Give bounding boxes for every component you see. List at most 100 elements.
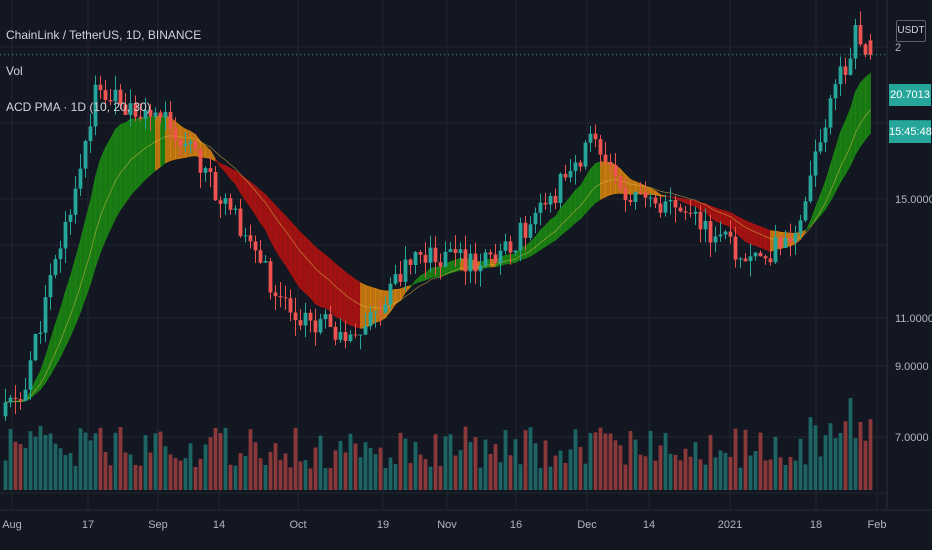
- volume-bar: [593, 432, 598, 490]
- candle-body: [688, 212, 693, 214]
- volume-bar: [503, 430, 508, 490]
- candle-body: [268, 261, 273, 293]
- volume-bar: [383, 467, 388, 490]
- candle-body: [743, 258, 748, 262]
- volume-bar: [388, 457, 393, 490]
- candle-body: [133, 103, 138, 117]
- volume-bar: [548, 466, 553, 490]
- volume-bar: [773, 436, 778, 490]
- candle-body: [443, 251, 448, 267]
- candle-body: [463, 249, 468, 272]
- candle-body: [223, 198, 228, 204]
- candle-body: [608, 161, 613, 166]
- candle-body: [473, 253, 478, 272]
- volume-bar: [93, 433, 98, 490]
- candle-body: [328, 314, 333, 327]
- volume-bar: [3, 460, 8, 490]
- band-segment: [305, 236, 311, 299]
- band-segment: [715, 207, 721, 224]
- volume-bar: [343, 452, 348, 490]
- volume-bar: [613, 440, 618, 490]
- volume-bar: [248, 429, 253, 490]
- candle-body: [753, 252, 758, 257]
- currency-button[interactable]: USDT: [896, 20, 926, 42]
- band-segment: [760, 226, 766, 250]
- candle-body: [173, 128, 178, 140]
- candle-body: [413, 252, 418, 265]
- candle-body: [343, 332, 348, 341]
- candle-body: [798, 220, 803, 234]
- volume-bar: [468, 442, 473, 490]
- volume-bar: [168, 454, 173, 490]
- volume-bar: [418, 454, 423, 490]
- symbol-legend[interactable]: ChainLink / TetherUS, 1D, BINANCE: [6, 28, 202, 42]
- band-segment: [595, 161, 601, 204]
- volume-bar: [703, 464, 708, 490]
- volume-bar: [538, 468, 543, 490]
- candle-body: [663, 201, 668, 213]
- band-segment: [740, 217, 746, 243]
- candle-body: [598, 139, 603, 155]
- x-tick-label: Oct: [289, 519, 306, 531]
- volume-bar: [793, 460, 798, 490]
- candle-body: [208, 168, 213, 172]
- volume-bar: [763, 460, 768, 490]
- candle-body: [568, 170, 573, 178]
- volume-bar: [723, 452, 728, 490]
- candle-body: [83, 141, 88, 169]
- candle-body: [818, 142, 823, 152]
- volume-bar: [118, 427, 123, 490]
- candle-body: [518, 222, 523, 251]
- volume-bar: [13, 441, 18, 490]
- candle-body: [678, 207, 683, 212]
- volume-bar: [353, 443, 358, 490]
- candle-body: [38, 332, 43, 335]
- volume-bar: [113, 432, 118, 490]
- volume-bar: [663, 433, 668, 490]
- volume-bar: [183, 458, 188, 490]
- candle-body: [763, 256, 768, 259]
- volume-bar: [813, 425, 818, 490]
- volume-bar: [488, 454, 493, 490]
- candle-body: [318, 319, 323, 333]
- volume-bar: [173, 457, 178, 490]
- volume-bar: [278, 459, 283, 490]
- candle-body: [363, 326, 368, 335]
- candle-body: [18, 399, 23, 401]
- band-segment: [745, 220, 751, 245]
- x-tick-label: 14: [643, 519, 655, 531]
- candle-body: [733, 236, 738, 260]
- candle-body: [773, 236, 778, 263]
- volume-bar: [693, 442, 698, 490]
- band-segment: [105, 137, 111, 241]
- candle-body: [793, 233, 798, 243]
- candles: [3, 11, 873, 421]
- band-segment: [315, 246, 321, 308]
- candle-body: [788, 237, 793, 243]
- candle-body: [623, 188, 628, 201]
- band-segment: [375, 288, 381, 323]
- band-segment: [115, 123, 121, 220]
- candle-body: [803, 201, 808, 221]
- candle-body: [498, 250, 503, 263]
- candle-body: [403, 259, 408, 282]
- volume-bar: [583, 463, 588, 490]
- candle-body: [248, 235, 253, 242]
- band-segment: [860, 76, 866, 147]
- candle-body: [303, 312, 308, 326]
- candle-body: [408, 259, 413, 265]
- volume-legend[interactable]: Vol: [6, 64, 23, 78]
- band-segment: [335, 263, 341, 320]
- candle-body: [703, 220, 708, 230]
- x-tick-label: 19: [377, 519, 389, 531]
- candle-body: [563, 173, 568, 178]
- indicator-legend[interactable]: ACD PMA · 1D (10, 20, 30): [6, 100, 151, 114]
- volume-bar: [233, 465, 238, 490]
- candle-body: [33, 334, 38, 361]
- band-segment: [325, 254, 331, 312]
- volume-bar: [138, 465, 143, 490]
- candle-body: [108, 100, 113, 102]
- volume-bar: [738, 467, 743, 490]
- candle-body: [383, 304, 388, 313]
